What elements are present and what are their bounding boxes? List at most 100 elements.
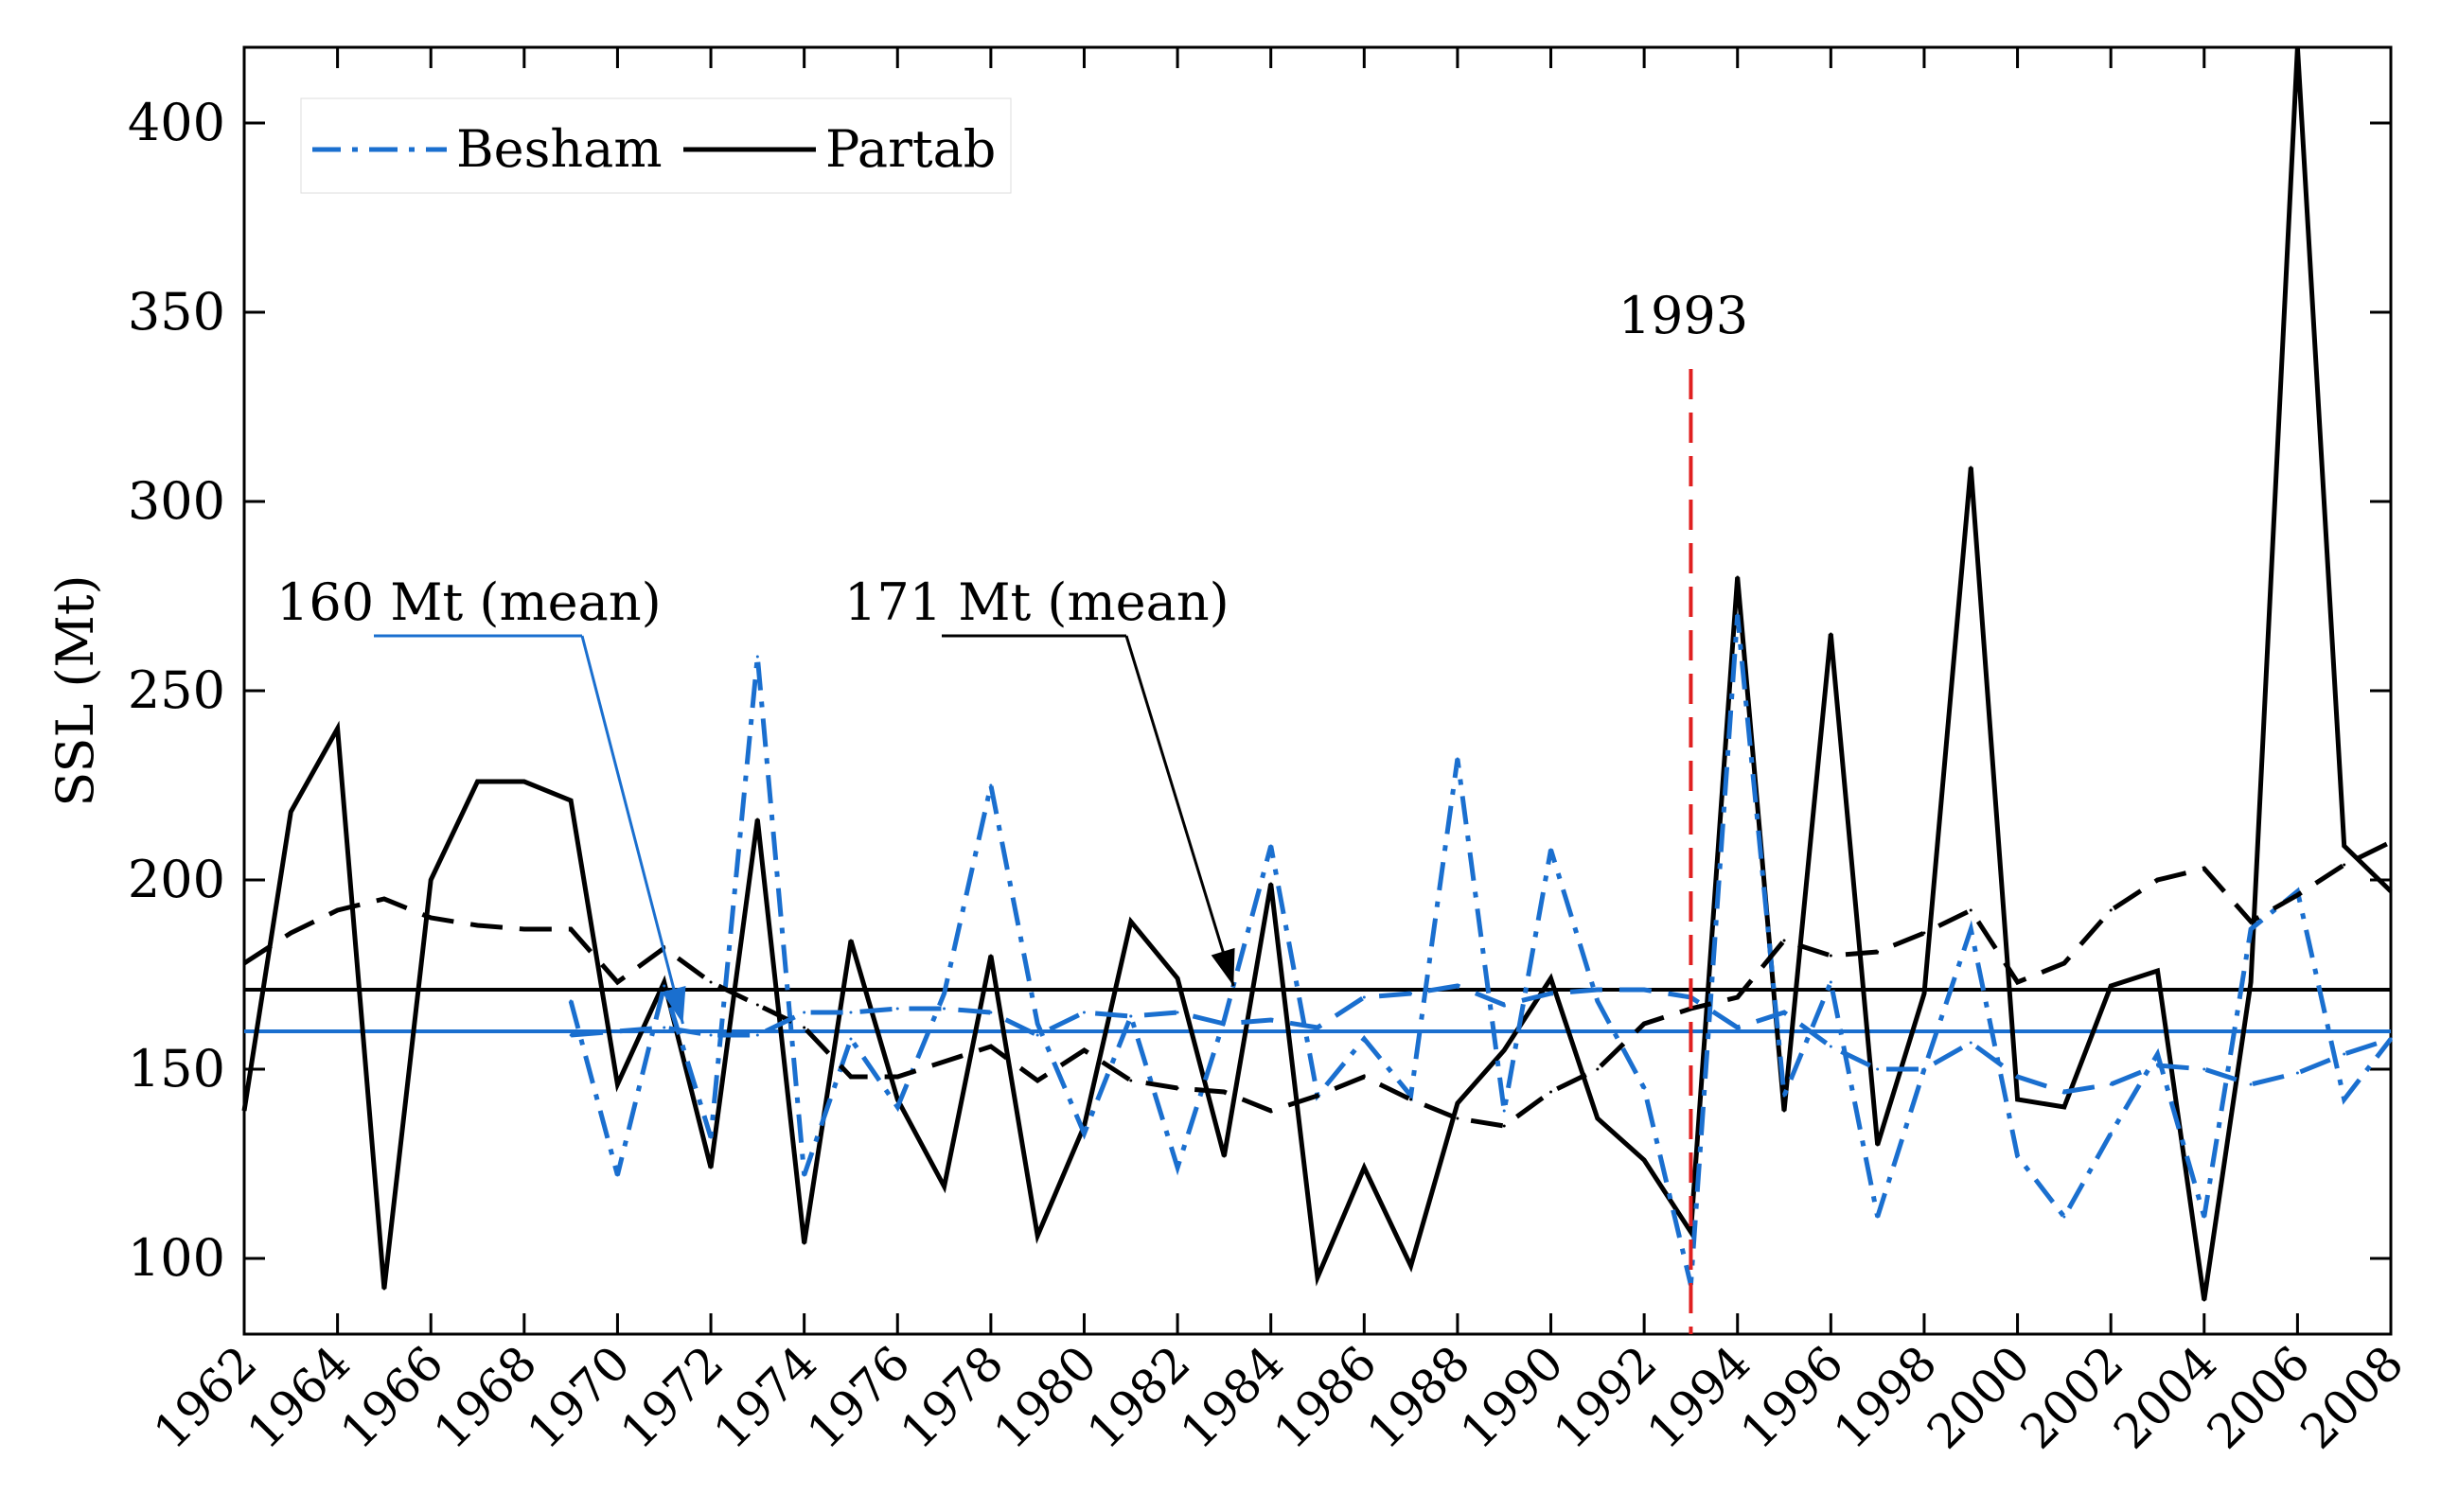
data-point-2-1979 <box>1035 1079 1039 1082</box>
legend-label-0: Besham <box>456 119 663 179</box>
x-tick-label-2008: 2008 <box>2290 1335 2414 1459</box>
data-point-2-1968 <box>522 927 526 931</box>
data-point-2-2002 <box>2109 908 2113 912</box>
data-point-0-1995 <box>1782 1109 1786 1113</box>
x-tick-label-1988: 1988 <box>1356 1335 1480 1459</box>
data-point-0-1987 <box>1409 1264 1413 1268</box>
series-layer <box>241 45 2393 1302</box>
mean-leader-1 <box>1124 635 1235 987</box>
data-point-0-1994 <box>1736 575 1740 579</box>
data-point-3-1970 <box>615 1029 619 1033</box>
data-point-1-1999 <box>1969 927 1972 931</box>
data-point-3-1988 <box>1456 984 1459 988</box>
x-tick-label-1976: 1976 <box>797 1335 921 1459</box>
data-point-1-1971 <box>663 984 666 988</box>
x-tick-label-1964: 1964 <box>237 1335 361 1459</box>
data-point-3-1972 <box>709 1033 713 1037</box>
data-point-2-1989 <box>1502 1124 1506 1128</box>
data-point-3-1994 <box>1736 1026 1740 1029</box>
data-point-3-1996 <box>1829 1045 1832 1048</box>
data-point-2-1973 <box>755 1003 759 1007</box>
data-point-1-1983 <box>1222 1018 1226 1022</box>
data-point-3-1992 <box>1642 988 1646 992</box>
data-point-0-1984 <box>1269 882 1273 886</box>
x-tick-label-1974: 1974 <box>703 1335 827 1459</box>
data-point-3-1980 <box>1082 1011 1086 1014</box>
data-point-2-2004 <box>2202 867 2206 870</box>
data-point-3-1995 <box>1782 1011 1786 1014</box>
data-point-2-1980 <box>1082 1048 1086 1052</box>
data-point-0-1988 <box>1456 1101 1459 1105</box>
series-line-2 <box>242 839 2393 1129</box>
data-point-0-1981 <box>1129 920 1133 923</box>
data-point-2-1974 <box>803 1026 806 1029</box>
data-point-1-2002 <box>2109 1132 2113 1135</box>
data-point-2-1985 <box>1316 1094 1319 1098</box>
data-point-2-1995 <box>1782 939 1786 942</box>
data-point-1-1995 <box>1782 1094 1786 1098</box>
series-line-0 <box>241 46 2393 1301</box>
data-point-2-2006 <box>2295 893 2299 897</box>
y-tick-label-200: 200 <box>128 850 225 909</box>
data-point-1-1980 <box>1082 1132 1086 1135</box>
legend-box <box>300 97 1012 194</box>
data-point-0-1965 <box>382 1287 386 1291</box>
data-point-3-2001 <box>2062 1090 2066 1094</box>
y-axis: 100 150 200 250 300 350 400 SSL (Mt) <box>45 93 2391 1288</box>
y-tick-label-300: 300 <box>128 471 225 531</box>
data-point-2-1984 <box>1269 1109 1273 1113</box>
data-point-3-1981 <box>1129 1014 1133 1018</box>
data-point-0-2006 <box>2295 45 2299 49</box>
data-point-3-1973 <box>755 1033 759 1037</box>
data-point-2-1970 <box>615 980 619 984</box>
data-point-0-1964 <box>336 727 340 730</box>
data-point-3-1983 <box>1222 1022 1226 1026</box>
data-point-2-2005 <box>2249 920 2253 923</box>
data-point-2-1987 <box>1409 1098 1413 1101</box>
data-point-1-1977 <box>943 992 946 995</box>
x-tick-label-1992: 1992 <box>1544 1335 1668 1459</box>
data-point-0-1996 <box>1829 632 1832 636</box>
data-point-0-1979 <box>1035 1234 1039 1238</box>
data-point-0-1969 <box>569 799 573 802</box>
x-tick-label-1966: 1966 <box>330 1335 454 1459</box>
data-point-0-1974 <box>803 1241 806 1245</box>
data-point-2-1964 <box>336 908 340 912</box>
data-point-3-1987 <box>1409 992 1413 995</box>
data-point-1-1976 <box>895 1105 899 1109</box>
x-tick-label-1968: 1968 <box>423 1335 547 1459</box>
data-point-2-2001 <box>2062 961 2066 965</box>
data-point-2-1997 <box>1876 950 1880 954</box>
data-point-3-1991 <box>1596 988 1600 992</box>
data-point-1-1978 <box>989 783 993 787</box>
data-point-1-1990 <box>1549 848 1553 852</box>
data-point-3-1986 <box>1362 995 1366 999</box>
data-point-1-1982 <box>1176 1166 1179 1169</box>
data-point-2-1981 <box>1129 1079 1133 1082</box>
mean-arrowhead-0 <box>662 985 686 1024</box>
data-point-2-1994 <box>1736 995 1740 999</box>
data-point-2-2007 <box>2343 863 2346 867</box>
data-point-0-1972 <box>709 1166 713 1169</box>
data-point-0-1967 <box>476 780 480 783</box>
x-tick-label-1982: 1982 <box>1077 1335 1201 1459</box>
data-point-0-1975 <box>849 939 853 942</box>
data-point-3-2004 <box>2202 1067 2206 1071</box>
series-line-3 <box>570 983 2392 1095</box>
data-point-1-1997 <box>1876 1215 1880 1219</box>
y-tick-label-100: 100 <box>128 1228 225 1288</box>
series-line-1 <box>568 614 2393 1286</box>
x-tick-label-1990: 1990 <box>1450 1335 1574 1459</box>
x-tick-label-2002: 2002 <box>2010 1335 2134 1459</box>
x-tick-label-1994: 1994 <box>1636 1335 1760 1459</box>
data-point-0-1985 <box>1316 1275 1319 1279</box>
data-point-0-2005 <box>2249 980 2253 984</box>
mean-arrowhead-1 <box>1211 947 1235 986</box>
data-point-2-1977 <box>943 1060 946 1064</box>
x-tick-label-1972: 1972 <box>610 1335 734 1459</box>
data-point-0-2004 <box>2202 1298 2206 1302</box>
data-point-0-1968 <box>522 780 526 783</box>
data-point-2-1998 <box>1922 931 1926 935</box>
x-axis: 1962196419661968197019721974197619781980… <box>143 47 2414 1459</box>
y-tick-label-250: 250 <box>128 660 225 720</box>
